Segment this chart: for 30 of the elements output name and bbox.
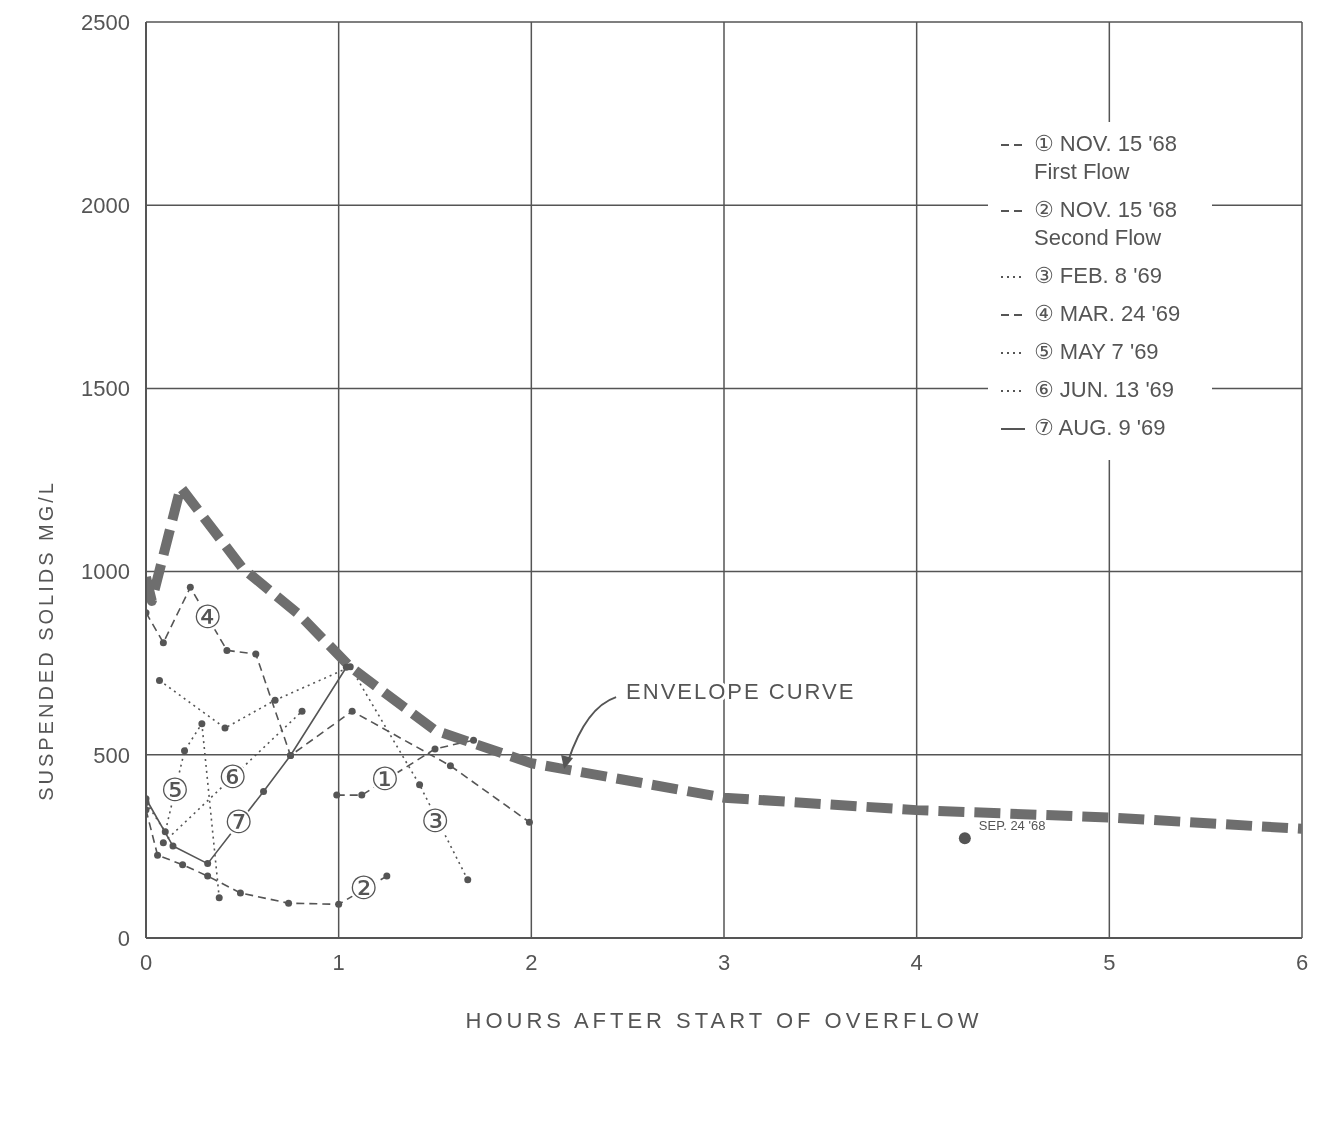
annotation: ③	[420, 803, 450, 840]
annotation: ⑤	[160, 771, 190, 808]
annotation: ②	[349, 870, 379, 907]
x-tick-label: 1	[332, 949, 345, 975]
annotation: ⑦	[224, 804, 253, 841]
legend-label: ⑦ AUG. 9 '69	[1034, 414, 1166, 442]
x-tick-label: 2	[525, 949, 538, 975]
annotation: ⑥	[218, 758, 248, 795]
legend-label: ③ FEB. 8 '69	[1034, 262, 1162, 290]
x-tick-label: 4	[910, 949, 923, 975]
x-tick-label: 0	[139, 949, 153, 975]
y-tick-label: 1500	[81, 376, 130, 402]
x-tick-label: 6	[1295, 949, 1309, 975]
y-tick-label: 0	[117, 925, 130, 951]
legend-label: ② NOV. 15 '68 Second Flow	[1034, 196, 1178, 252]
legend-label: ⑥ JUN. 13 '69	[1034, 376, 1175, 404]
x-tick-label: 3	[717, 949, 731, 975]
legend-label: ④ MAR. 24 '69	[1034, 300, 1181, 328]
y-tick-label: 2000	[81, 193, 130, 219]
annotation: ①	[370, 760, 400, 797]
series-label: SEP. 24 '68	[978, 818, 1046, 834]
x-tick-label: 5	[1103, 949, 1116, 975]
y-tick-label: 1000	[81, 559, 130, 585]
y-tick-label: 500	[93, 742, 130, 768]
annotation: ④	[193, 599, 222, 636]
legend-label: ⑤ MAY 7 '69	[1034, 338, 1159, 366]
x-axis-title: HOURS AFTER START OF OVERFLOW	[465, 1008, 983, 1033]
y-tick-label: 2500	[81, 9, 130, 35]
y-axis-title: SUSPENDED SOLIDS MG/L	[35, 480, 58, 801]
legend-label: ① NOV. 15 '68 First Flow	[1034, 130, 1178, 186]
